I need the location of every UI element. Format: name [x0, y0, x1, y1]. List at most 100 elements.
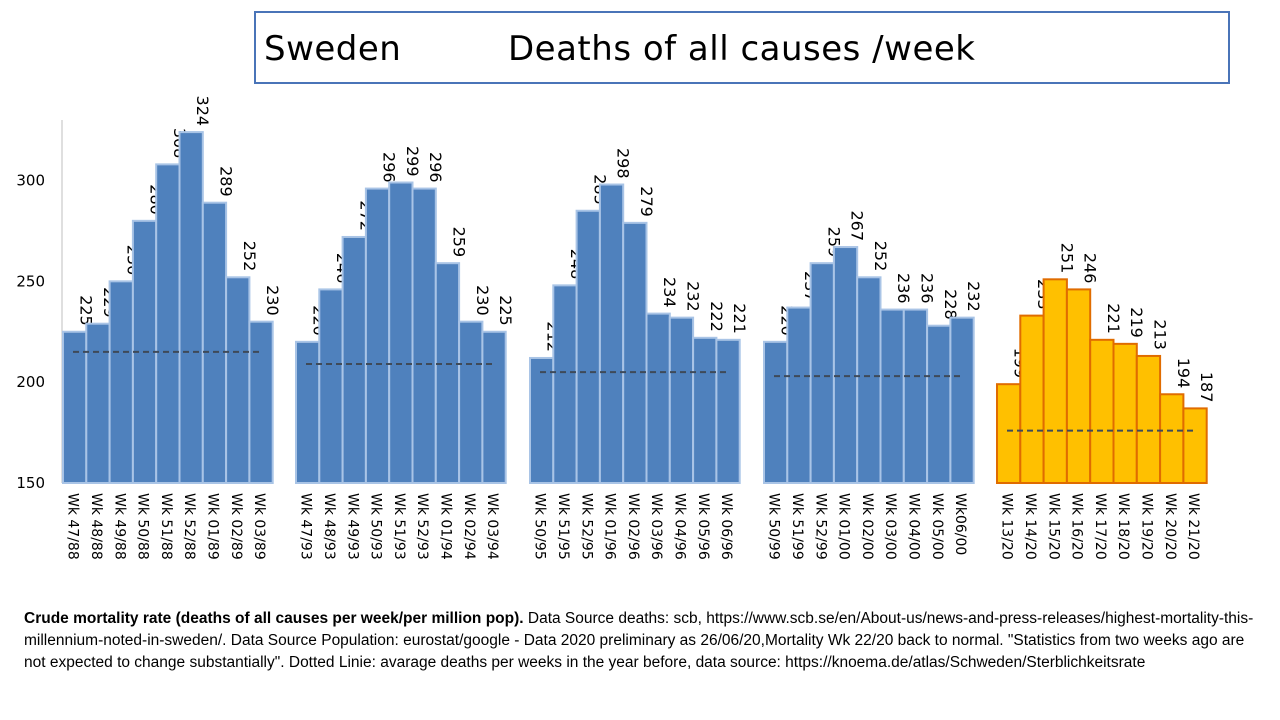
bar — [481, 330, 507, 484]
bar — [1182, 407, 1208, 484]
data-label: 296 — [380, 152, 399, 183]
bar — [85, 322, 111, 484]
x-tick-label: Wk 03/96 — [648, 493, 664, 560]
data-label: 222 — [707, 301, 726, 332]
bar — [364, 187, 391, 484]
x-tick-label: Wk 01/94 — [437, 493, 453, 560]
x-tick-label: Wk 50/95 — [532, 493, 548, 560]
x-tick-label: Wk 20/20 — [1162, 493, 1178, 560]
bar — [201, 201, 228, 485]
bar — [598, 183, 625, 485]
x-tick-label: Wk 01/89 — [204, 493, 220, 560]
bar — [575, 209, 601, 484]
x-tick-label: Wk 51/99 — [789, 493, 805, 560]
x-tick-label: Wk 03/89 — [251, 493, 267, 560]
data-label: 225 — [496, 295, 515, 326]
data-label: 230 — [263, 285, 282, 316]
footnote-bold: Crude mortality rate (deaths of all caus… — [24, 610, 524, 627]
x-tick-label: Wk 01/96 — [602, 493, 618, 560]
data-label: 187 — [1197, 372, 1216, 403]
bar — [715, 338, 741, 485]
bar — [692, 336, 718, 484]
bar — [411, 187, 437, 484]
data-label: 298 — [614, 148, 633, 179]
x-tick-label: Wk 02/89 — [228, 493, 244, 560]
bar — [529, 356, 555, 485]
data-label: 246 — [1081, 253, 1100, 284]
x-tick-label: Wk 03/00 — [882, 493, 898, 560]
chart-title: Deaths of all causes /week — [508, 29, 976, 69]
data-label: 221 — [730, 303, 749, 334]
data-label: 296 — [426, 152, 445, 183]
y-tick-label: 300 — [16, 172, 45, 190]
x-tick-label: Wk 18/20 — [1115, 493, 1131, 560]
footnote-text: Data Source deaths: scb, https://www.scb… — [24, 610, 1254, 671]
x-tick-label: Wk 50/93 — [368, 493, 384, 560]
bar — [248, 320, 274, 484]
bar — [856, 276, 882, 484]
data-label: 299 — [403, 146, 422, 177]
x-tick-label: Wk 48/88 — [88, 493, 104, 560]
bar — [552, 284, 578, 484]
bar — [108, 280, 134, 485]
data-label: 228 — [941, 289, 960, 320]
x-tick-label: Wk 02/94 — [461, 493, 477, 560]
bar — [295, 340, 321, 485]
bar — [225, 276, 251, 484]
x-tick-label: Wk 14/20 — [1022, 493, 1038, 560]
y-tick-label: 200 — [16, 373, 45, 391]
bar — [62, 330, 88, 484]
x-tick-label: Wk 05/00 — [929, 493, 945, 560]
bar — [996, 383, 1022, 484]
data-label: 194 — [1174, 358, 1193, 389]
bar — [458, 320, 484, 484]
x-tick-label: Wk 16/20 — [1069, 493, 1085, 560]
x-tick-label: Wk 21/20 — [1185, 493, 1201, 560]
data-label: 225 — [77, 295, 96, 326]
bar — [155, 163, 181, 484]
x-tick-label: Wk 51/95 — [555, 493, 571, 560]
bar — [949, 316, 975, 484]
y-tick-label: 150 — [16, 474, 45, 492]
data-label: 324 — [193, 96, 212, 127]
x-tick-label: Wk 52/99 — [812, 493, 828, 560]
data-label: 213 — [1150, 319, 1169, 350]
x-tick-label: Wk 50/99 — [766, 493, 782, 560]
data-label: 259 — [449, 227, 468, 258]
bar — [1159, 393, 1185, 484]
bar — [434, 262, 461, 484]
data-label: 234 — [660, 277, 679, 308]
bar — [645, 312, 671, 484]
data-label: 252 — [240, 241, 259, 272]
x-tick-label: Wk 17/20 — [1092, 493, 1108, 560]
x-tick-label: Wk 47/93 — [298, 493, 314, 560]
data-label: 221 — [1104, 303, 1123, 334]
x-tick-label: Wk 06/96 — [718, 493, 734, 560]
data-label: 251 — [1057, 243, 1076, 274]
bar — [1042, 278, 1068, 485]
bar — [388, 181, 414, 484]
data-label: 232 — [683, 281, 702, 312]
x-tick-label: Wk 48/93 — [321, 493, 337, 560]
x-tick-label: Wk 02/00 — [859, 493, 875, 560]
bar — [809, 262, 835, 484]
bar — [1019, 314, 1045, 484]
data-label: 219 — [1127, 307, 1146, 338]
chart-country: Sweden — [264, 29, 402, 69]
x-tick-label: Wk 04/00 — [905, 493, 921, 560]
x-tick-label: Wk 50/88 — [135, 493, 151, 560]
bar — [763, 340, 789, 485]
data-label: 232 — [964, 281, 983, 312]
x-tick-label: Wk 52/95 — [578, 493, 594, 560]
x-tick-label: Wk 19/20 — [1138, 493, 1154, 560]
footnote: Crude mortality rate (deaths of all caus… — [24, 608, 1268, 674]
bar — [926, 324, 952, 485]
bar — [786, 306, 812, 484]
x-tick-label: Wk 51/88 — [158, 493, 174, 560]
x-tick-label: Wk 04/96 — [671, 493, 687, 560]
x-tick-label: Wk 47/88 — [65, 493, 81, 560]
bar — [902, 308, 929, 485]
y-tick-label: 250 — [16, 272, 45, 290]
bar — [1135, 354, 1162, 485]
